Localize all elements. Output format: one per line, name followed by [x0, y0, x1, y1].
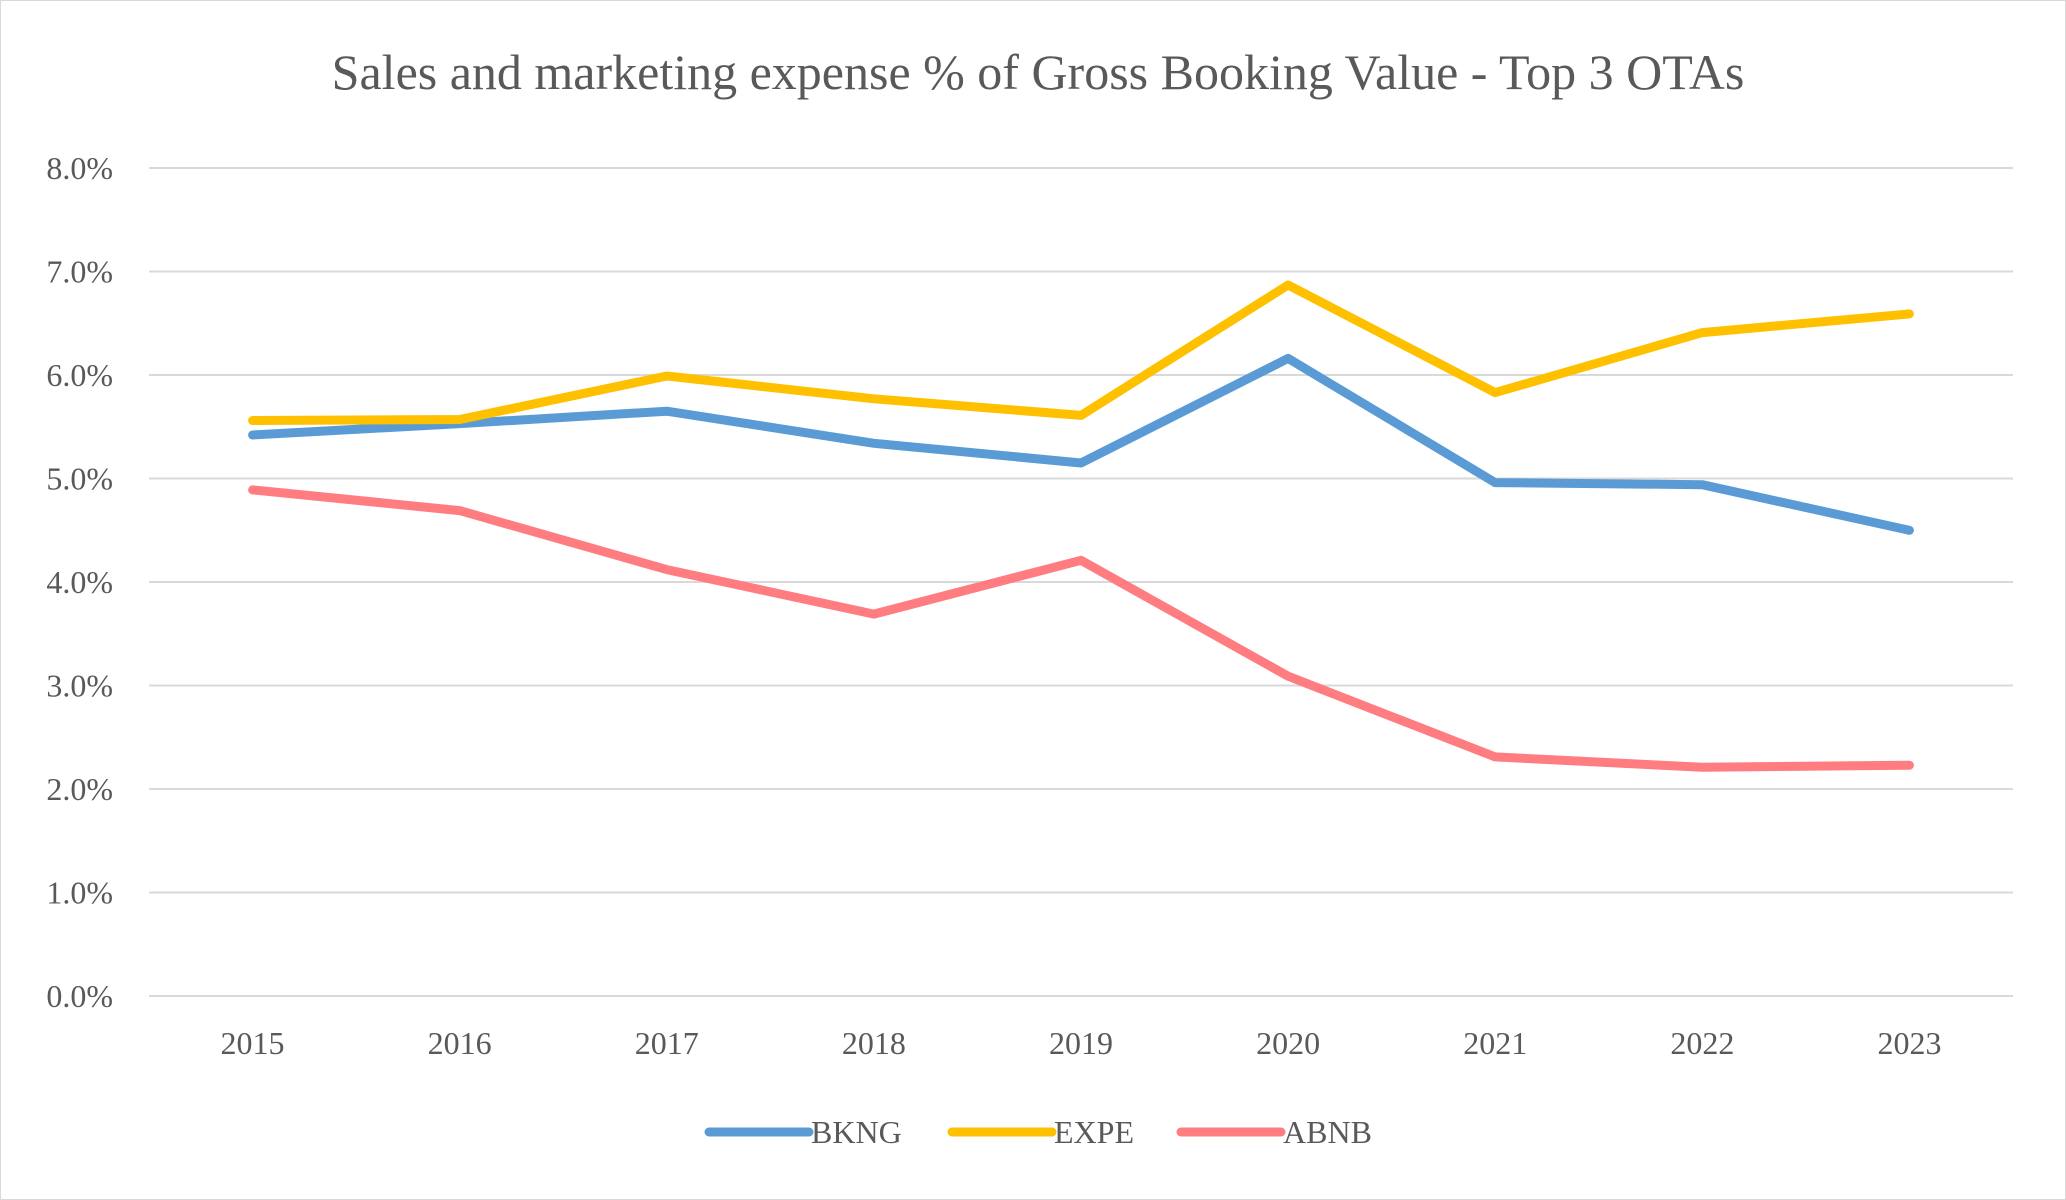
x-tick-label: 2018 — [842, 1025, 906, 1061]
y-tick-label: 8.0% — [46, 150, 113, 186]
x-tick-label: 2019 — [1049, 1025, 1113, 1061]
y-tick-label: 6.0% — [46, 357, 113, 393]
y-tick-label: 4.0% — [46, 564, 113, 600]
x-axis-tick-labels: 2015 2016 2017 2018 2019 2020 2021 2022 2023 — [221, 1025, 1942, 1061]
series-lines — [248, 280, 1914, 772]
chart-title: Sales and marketing expense % of Gross B… — [332, 44, 1745, 100]
legend-label: ABNB — [1283, 1114, 1372, 1150]
series-line-expe — [248, 280, 1914, 425]
x-tick-label: 2020 — [1256, 1025, 1320, 1061]
legend-item-expe[interactable]: EXPE — [947, 1114, 1134, 1150]
x-tick-label: 2022 — [1670, 1025, 1734, 1061]
gridlines — [149, 167, 2013, 997]
y-axis-tick-labels: 0.0% 1.0% 2.0% 3.0% 4.0% 5.0% 6.0% 7.0% 8.0% — [46, 150, 113, 1014]
legend-label: EXPE — [1054, 1114, 1134, 1150]
x-tick-label: 2023 — [1877, 1025, 1941, 1061]
legend: BKNG EXPE ABNB — [704, 1114, 1372, 1150]
y-tick-label: 0.0% — [46, 978, 113, 1014]
x-tick-label: 2021 — [1463, 1025, 1527, 1061]
series-line-bkng — [248, 353, 1914, 535]
y-tick-label: 2.0% — [46, 771, 113, 807]
y-tick-label: 1.0% — [46, 875, 113, 911]
legend-label: BKNG — [811, 1114, 902, 1150]
legend-item-bkng[interactable]: BKNG — [704, 1114, 902, 1150]
x-tick-label: 2017 — [635, 1025, 699, 1061]
legend-item-abnb[interactable]: ABNB — [1176, 1114, 1372, 1150]
x-tick-label: 2015 — [221, 1025, 285, 1061]
y-tick-label: 7.0% — [46, 254, 113, 290]
series-line-abnb — [248, 485, 1914, 772]
y-tick-label: 5.0% — [46, 461, 113, 497]
x-tick-label: 2016 — [428, 1025, 492, 1061]
y-tick-label: 3.0% — [46, 668, 113, 704]
